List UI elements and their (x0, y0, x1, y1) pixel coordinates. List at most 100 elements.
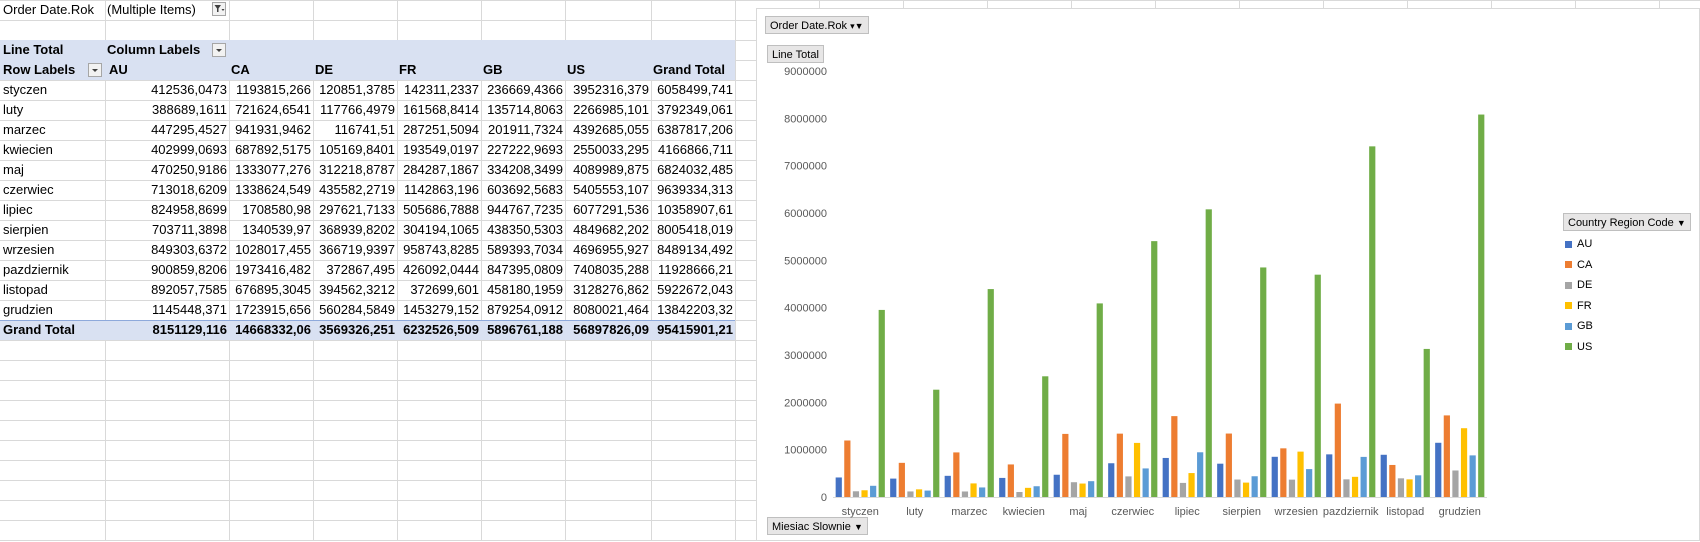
bar-gb-styczen[interactable] (870, 485, 877, 497)
pivot-row-label[interactable]: lipiec (3, 202, 33, 217)
bar-de-kwiecien[interactable] (1016, 492, 1023, 497)
bar-us-kwiecien[interactable] (1042, 376, 1049, 497)
pivot-value-cell[interactable]: 1193815,266 (236, 82, 311, 97)
pivot-value-cell[interactable]: 603692,5683 (487, 182, 563, 197)
bar-ca-styczen[interactable] (844, 440, 851, 497)
bar-us-marzec[interactable] (987, 289, 994, 497)
pivot-value-cell[interactable]: 6387817,206 (657, 122, 733, 137)
pivot-value-cell[interactable]: 458180,1959 (487, 282, 563, 297)
pivot-value-cell[interactable]: 8005418,019 (657, 222, 733, 237)
bar-ca-luty[interactable] (898, 462, 905, 497)
pivot-value-cell[interactable]: 372699,601 (410, 282, 479, 297)
bar-ca-sierpien[interactable] (1225, 433, 1232, 497)
bar-fr-maj[interactable] (1079, 483, 1086, 497)
bar-ca-kwiecien[interactable] (1007, 464, 1014, 497)
legend-item-us[interactable]: US (1565, 340, 1592, 354)
bar-fr-listopad[interactable] (1406, 479, 1413, 497)
bar-au-sierpien[interactable] (1217, 463, 1224, 497)
pivot-value-cell[interactable]: 435582,2719 (319, 182, 395, 197)
bar-fr-styczen[interactable] (861, 490, 868, 497)
legend-item-de[interactable]: DE (1565, 278, 1592, 292)
pivot-row-label[interactable]: listopad (3, 282, 48, 297)
pivot-value-cell[interactable]: 703711,3898 (152, 222, 227, 237)
pivot-value-cell[interactable]: 11928666,21 (658, 262, 733, 277)
bar-gb-czerwiec[interactable] (1142, 468, 1149, 497)
pivot-value-cell[interactable]: 941931,9462 (235, 122, 311, 137)
bar-fr-sierpien[interactable] (1242, 482, 1250, 497)
pivot-value-cell[interactable]: 505686,7888 (403, 202, 479, 217)
pivot-value-cell[interactable]: 438350,5303 (487, 222, 563, 237)
bar-us-pazdziernik[interactable] (1369, 146, 1376, 497)
pivot-value-cell[interactable]: 1453279,152 (403, 302, 479, 317)
pivot-value-cell[interactable]: 2266985,101 (573, 102, 649, 117)
pivot-value-cell[interactable]: 117766,4979 (320, 102, 395, 117)
pivot-value-cell[interactable]: 284287,1867 (403, 162, 479, 177)
bar-ca-pazdziernik[interactable] (1334, 403, 1341, 497)
pivot-value-cell[interactable]: 1028017,455 (235, 242, 311, 257)
pivot-value-cell[interactable]: 3128276,862 (573, 282, 649, 297)
pivot-value-cell[interactable]: 304194,1065 (403, 222, 479, 237)
pivot-value-cell[interactable]: 6824032,485 (657, 162, 733, 177)
grand-total-cell[interactable]: 3569326,251 (319, 322, 395, 337)
pivot-value-cell[interactable]: 227222,9693 (487, 142, 563, 157)
bar-de-maj[interactable] (1070, 482, 1078, 497)
bar-fr-kwiecien[interactable] (1024, 487, 1032, 497)
pivot-value-cell[interactable]: 116741,51 (334, 122, 396, 137)
bar-au-maj[interactable] (1053, 474, 1060, 497)
bar-gb-lipiec[interactable] (1197, 452, 1204, 497)
bar-ca-listopad[interactable] (1389, 464, 1396, 497)
pivot-value-cell[interactable]: 5405553,107 (573, 182, 649, 197)
legend-item-au[interactable]: AU (1565, 237, 1592, 251)
row-labels-dropdown[interactable] (88, 63, 102, 77)
pivot-row-label[interactable]: wrzesien (3, 242, 55, 257)
bar-fr-pazdziernik[interactable] (1351, 476, 1359, 497)
pivot-value-cell[interactable]: 847395,0809 (487, 262, 563, 277)
pivot-value-cell[interactable]: 687892,5175 (235, 142, 311, 157)
legend-item-fr[interactable]: FR (1565, 299, 1592, 313)
bar-ca-lipiec[interactable] (1171, 416, 1178, 497)
bar-fr-czerwiec[interactable] (1133, 442, 1141, 497)
bar-gb-maj[interactable] (1088, 481, 1095, 497)
pivot-value-cell[interactable]: 297621,7133 (319, 202, 395, 217)
pivot-value-cell[interactable]: 1142863,196 (404, 182, 479, 197)
pivot-value-cell[interactable]: 402999,0693 (151, 142, 227, 157)
chart-filter-button[interactable]: Order Date.Rok ▾▼ (765, 16, 869, 34)
chart-axis-button[interactable]: Miesiac Slownie ▼ (767, 517, 868, 535)
grand-total-label[interactable]: Grand Total (3, 322, 75, 337)
bar-au-grudzien[interactable] (1435, 442, 1442, 497)
pivot-value-cell[interactable]: 2550033,295 (573, 142, 649, 157)
pivot-value-cell[interactable]: 5922672,043 (657, 282, 733, 297)
bar-gb-grudzien[interactable] (1469, 455, 1476, 497)
pivot-value-cell[interactable]: 394562,3212 (319, 282, 395, 297)
bar-fr-lipiec[interactable] (1188, 473, 1195, 497)
pivot-value-cell[interactable]: 4696955,927 (573, 242, 649, 257)
pivot-value-cell[interactable]: 10358907,61 (657, 202, 733, 217)
pivot-row-label[interactable]: kwiecien (3, 142, 53, 157)
bar-us-czerwiec[interactable] (1151, 241, 1158, 497)
pivot-value-cell[interactable]: 1333077,276 (235, 162, 311, 177)
pivot-row-label[interactable]: maj (3, 162, 24, 177)
pivot-value-cell[interactable]: 372867,495 (326, 262, 395, 277)
bar-de-luty[interactable] (907, 491, 914, 497)
pivot-value-cell[interactable]: 447295,4527 (151, 122, 227, 137)
bar-gb-marzec[interactable] (979, 487, 986, 497)
grand-total-cell[interactable]: 95415901,21 (657, 322, 733, 337)
pivot-value-cell[interactable]: 560284,5849 (319, 302, 395, 317)
pivot-value-cell[interactable]: 8489134,492 (657, 242, 733, 257)
bar-us-grudzien[interactable] (1478, 114, 1485, 498)
pivot-value-cell[interactable]: 120851,3785 (319, 82, 395, 97)
bar-de-listopad[interactable] (1397, 478, 1405, 497)
pivot-value-cell[interactable]: 412536,0473 (151, 82, 227, 97)
pivot-value-cell[interactable]: 6058499,741 (657, 82, 733, 97)
bar-de-pazdziernik[interactable] (1343, 479, 1350, 497)
pivot-row-label[interactable]: grudzien (3, 302, 53, 317)
pivot-value-cell[interactable]: 142311,2337 (404, 82, 479, 97)
pivot-value-cell[interactable]: 589393,7034 (487, 242, 563, 257)
pivot-value-cell[interactable]: 388689,1611 (152, 102, 227, 117)
pivot-value-cell[interactable]: 676895,3045 (235, 282, 311, 297)
grand-total-cell[interactable]: 14668332,06 (235, 322, 311, 337)
bar-de-wrzesien[interactable] (1288, 479, 1296, 497)
bar-au-kwiecien[interactable] (999, 477, 1006, 497)
pivot-value-cell[interactable]: 193549,0197 (403, 142, 479, 157)
pivot-value-cell[interactable]: 713018,6209 (151, 182, 227, 197)
